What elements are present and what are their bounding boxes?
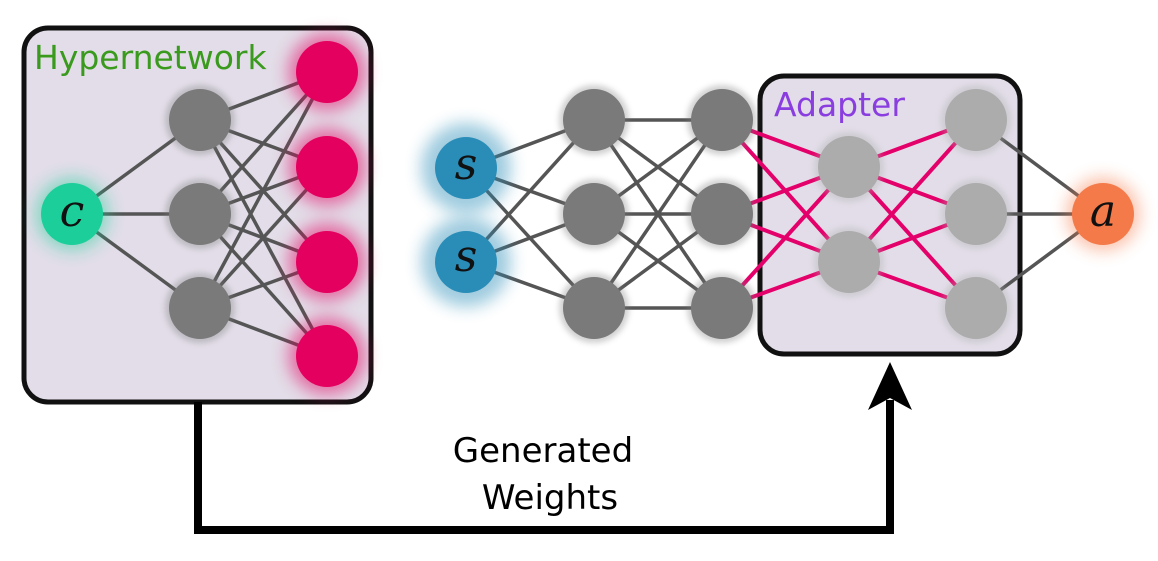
hypernetwork-output-node-4	[296, 325, 358, 387]
hypernetwork-output-node-2	[296, 136, 358, 198]
policy-hidden1-node-2	[563, 183, 625, 245]
state-node-2-label: s	[455, 231, 478, 282]
adapter-node-2	[818, 231, 880, 293]
policy-hidden2-node-3	[691, 277, 753, 339]
generated-weights-arrow-line	[194, 400, 894, 534]
context-node-label: c	[60, 186, 85, 237]
policy-hidden1-node-3	[563, 277, 625, 339]
hypernetwork-hidden-node-2	[169, 183, 231, 245]
state-node-1-label: s	[455, 139, 478, 190]
hypernetwork-edge	[198, 71, 329, 309]
generated-weights-caption-line2: Weights	[482, 478, 618, 518]
hypernetwork-output-node-1	[296, 41, 358, 103]
network-nodes	[41, 41, 1134, 387]
generated-weights-arrowhead	[868, 362, 912, 410]
adapter-node-1	[818, 136, 880, 198]
policy-hidden2-node-1	[691, 89, 753, 151]
policy-hidden3-node-1	[945, 89, 1007, 151]
generated-weights-caption-line1: Generated	[453, 431, 633, 471]
action-node-1	[1072, 183, 1134, 245]
action-node-label: a	[1090, 186, 1116, 237]
hypernetwork-label: Hypernetwork	[34, 38, 267, 77]
hypernetwork-hidden-node-3	[169, 277, 231, 339]
policy-hidden1-node-1	[563, 89, 625, 151]
state-node-2	[435, 231, 497, 293]
hypernetwork-output-node-3	[296, 231, 358, 293]
policy-edge	[592, 119, 724, 309]
policy-hidden2-node-2	[691, 183, 753, 245]
adapter-label: Adapter	[774, 85, 905, 124]
state-node-1	[435, 137, 497, 199]
hypernetwork-hidden-node-1	[169, 89, 231, 151]
context-node-1	[41, 183, 103, 245]
policy-hidden3-node-2	[945, 183, 1007, 245]
policy-hidden3-node-3	[945, 277, 1007, 339]
